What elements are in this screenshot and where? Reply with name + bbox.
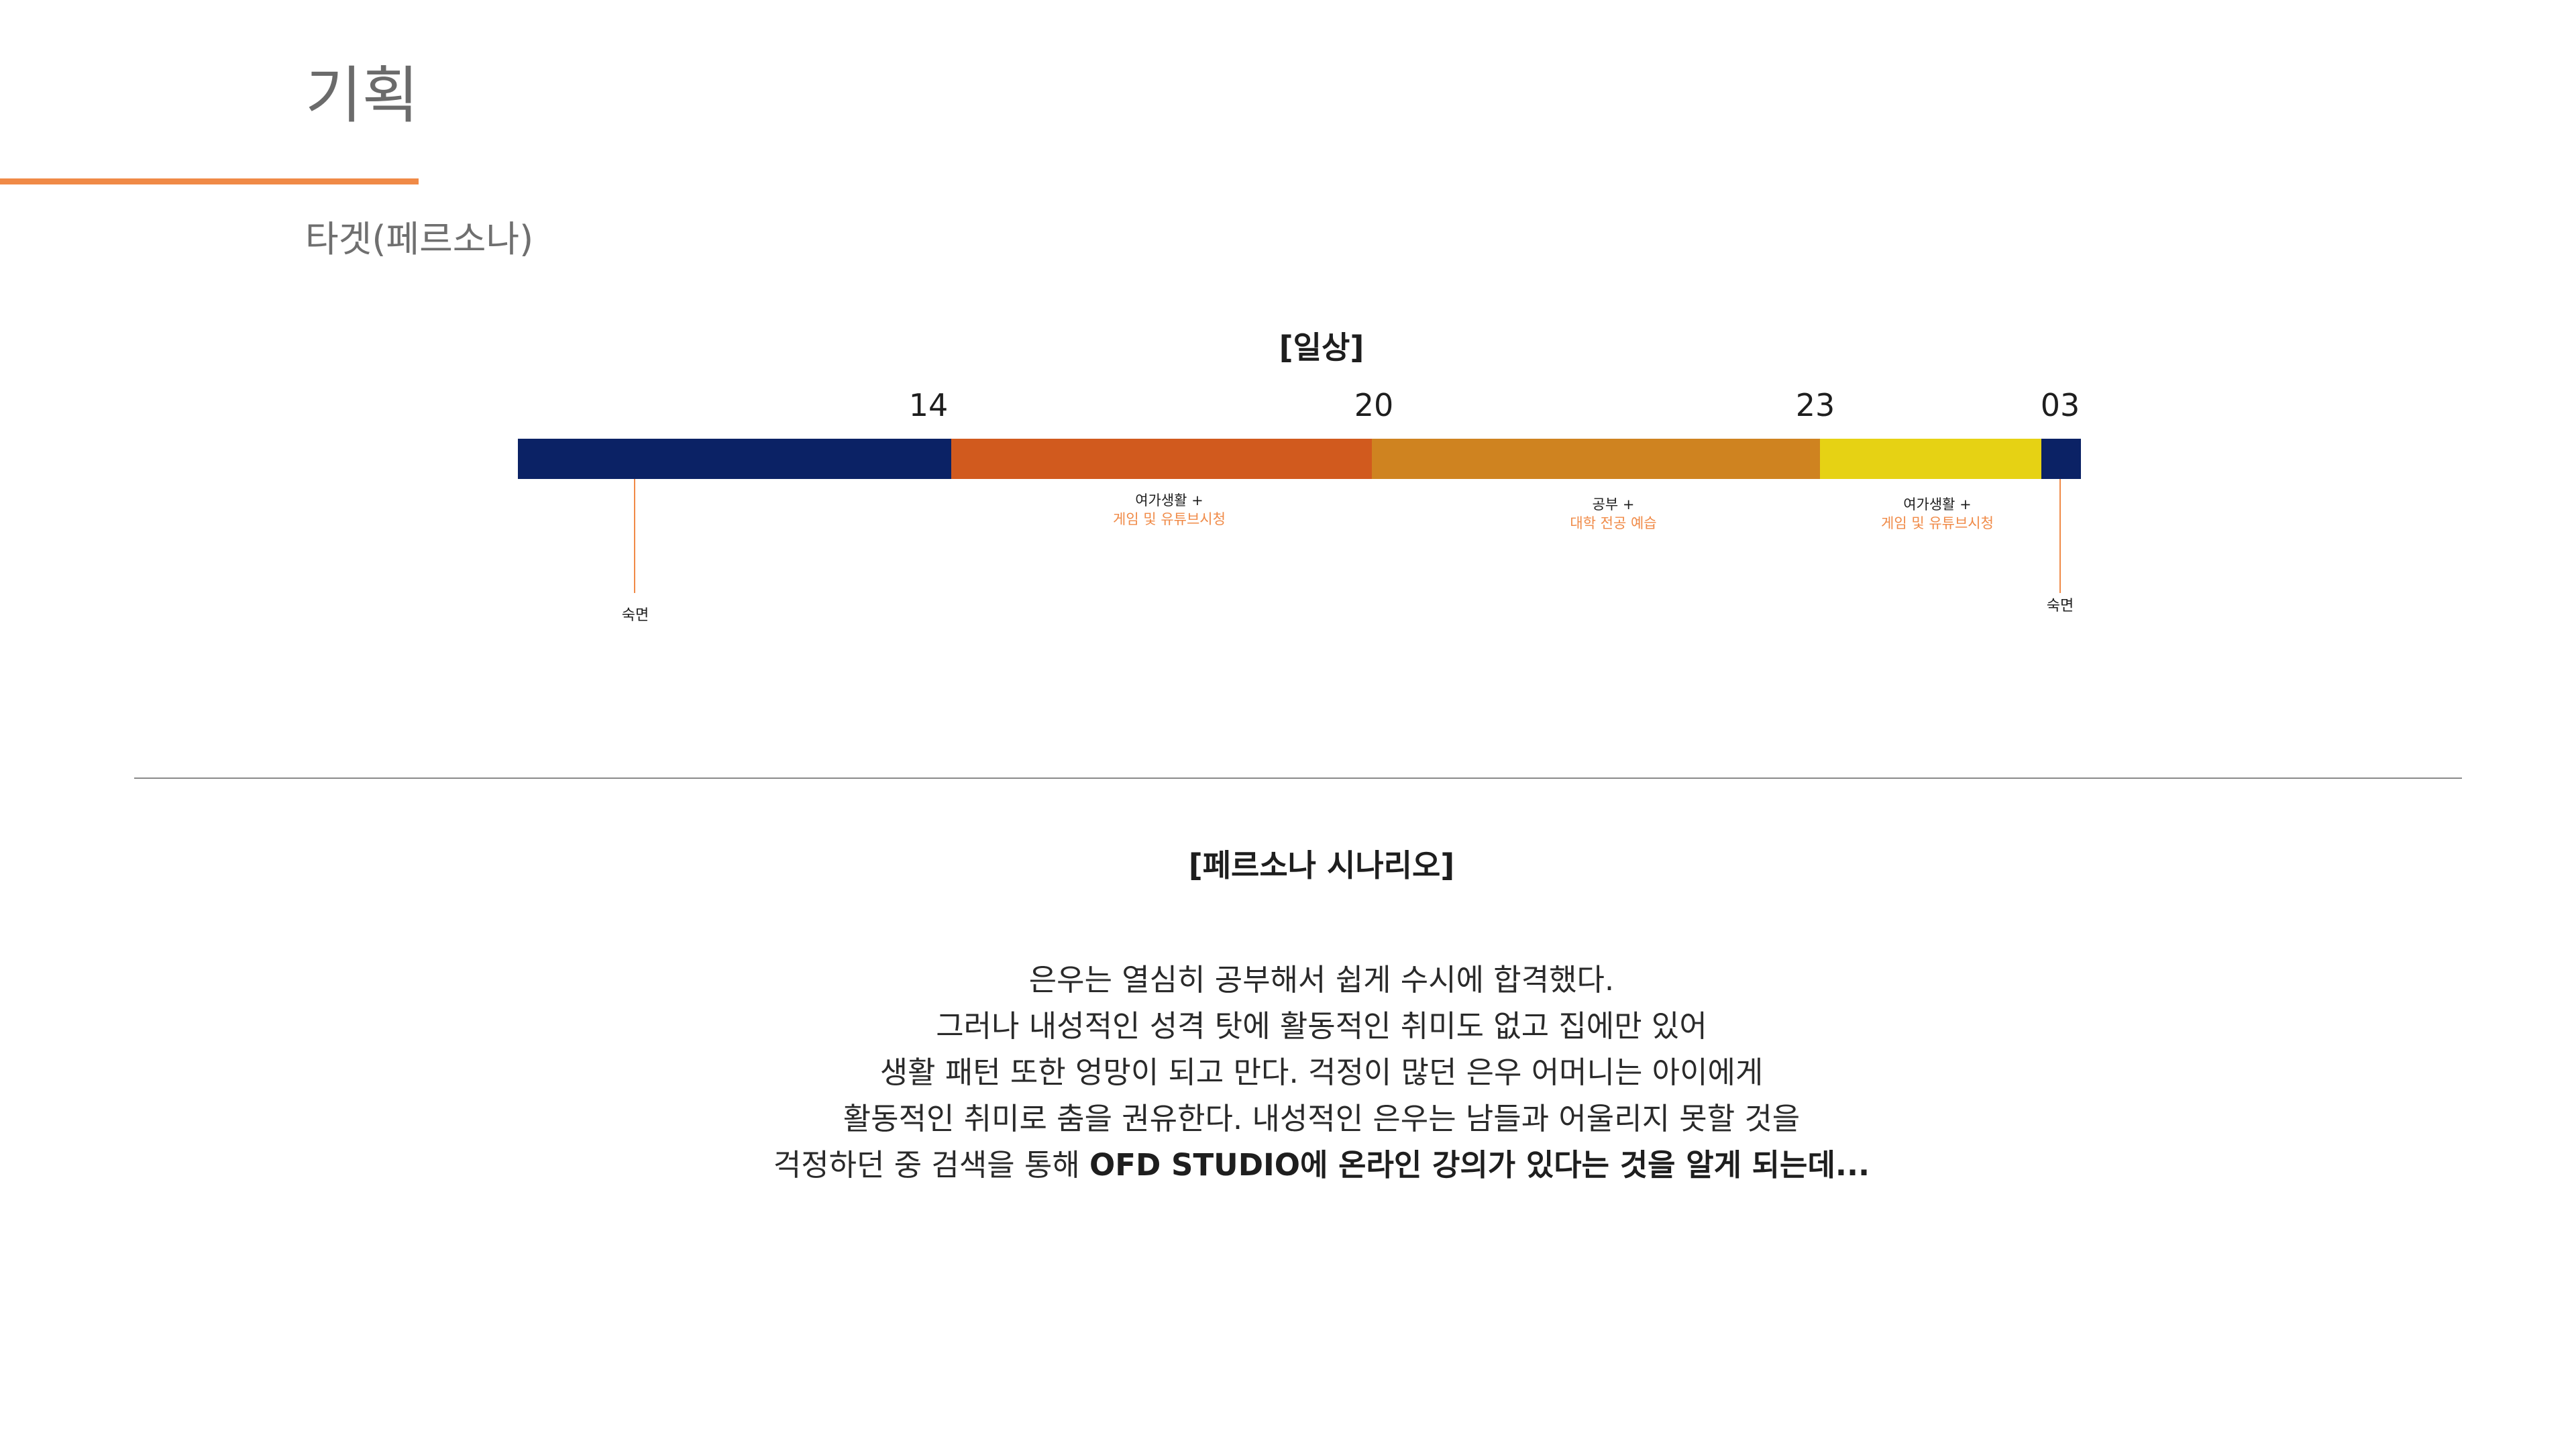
activity-title: 여가생활 +	[1135, 492, 1203, 508]
activity-detail: 게임 및 유튜브시청	[1881, 515, 1994, 531]
hour-label-14: 14	[908, 387, 949, 423]
activity-detail: 대학 전공 예습	[1570, 515, 1657, 531]
scenario-line: 생활 패턴 또한 엉망이 되고 만다. 걱정이 많던 은우 어머니는 아이에게	[879, 1055, 1764, 1090]
daily-timeline-bar	[518, 439, 2081, 479]
activity-title: 여가생활 +	[1903, 496, 1972, 513]
activity-detail: 게임 및 유튜브시청	[1113, 511, 1226, 527]
scenario-final-text: 걱정하던 중 검색을 통해	[773, 1147, 1090, 1183]
scenario-line: 활동적인 취미로 춤을 권유한다. 내성적인 은우는 남들과 어울리지 못할 것…	[843, 1101, 1801, 1136]
hour-label-03: 03	[2040, 387, 2080, 423]
segment-leisure-night	[1820, 439, 2041, 479]
sleep-label-right: 숙면	[2046, 598, 2074, 614]
sleep-callout-line-right	[2059, 479, 2061, 593]
scenario-line: 그러나 내성적인 성격 탓에 활동적인 취미도 없고 집에만 있어	[936, 1008, 1707, 1044]
section-subtitle: 타겟(페르소나)	[305, 218, 534, 260]
scenario-line: 은우는 열심히 공부해서 쉽게 수시에 합격했다.	[1028, 962, 1615, 998]
sleep-callout-line-left	[634, 479, 635, 593]
page-title: 기획	[305, 60, 419, 131]
activity-leisure-night: 여가생활 + 게임 및 유튜브시청	[1803, 495, 2072, 533]
segment-leisure-afternoon	[951, 439, 1372, 479]
hour-label-20: 20	[1354, 387, 1394, 423]
segment-sleep-start	[518, 439, 951, 479]
activity-title: 공부 +	[1592, 496, 1635, 513]
scenario-highlight-text: OFD STUDIO에 온라인 강의가 있다는 것을 알게 되는데...	[1089, 1147, 1870, 1183]
scenario-line-final: 걱정하던 중 검색을 통해 OFD STUDIO에 온라인 강의가 있다는 것을…	[550, 1142, 2093, 1188]
hour-label-23: 23	[1795, 387, 1835, 423]
activity-study: 공부 + 대학 전공 예습	[1479, 495, 1748, 533]
sleep-label-left: 숙면	[621, 607, 649, 624]
segment-sleep-end	[2041, 439, 2081, 479]
activity-leisure-afternoon: 여가생활 + 게임 및 유튜브시청	[1035, 491, 1303, 529]
scenario-heading: [페르소나 시나리오]	[1188, 847, 1455, 883]
timeline-heading: [일상]	[1279, 329, 1364, 366]
scenario-paragraph: 은우는 열심히 공부해서 쉽게 수시에 합격했다. 그러나 내성적인 성격 탓에…	[550, 957, 2093, 1188]
title-accent-rule	[0, 178, 419, 184]
segment-study	[1372, 439, 1820, 479]
section-divider	[134, 777, 2462, 779]
